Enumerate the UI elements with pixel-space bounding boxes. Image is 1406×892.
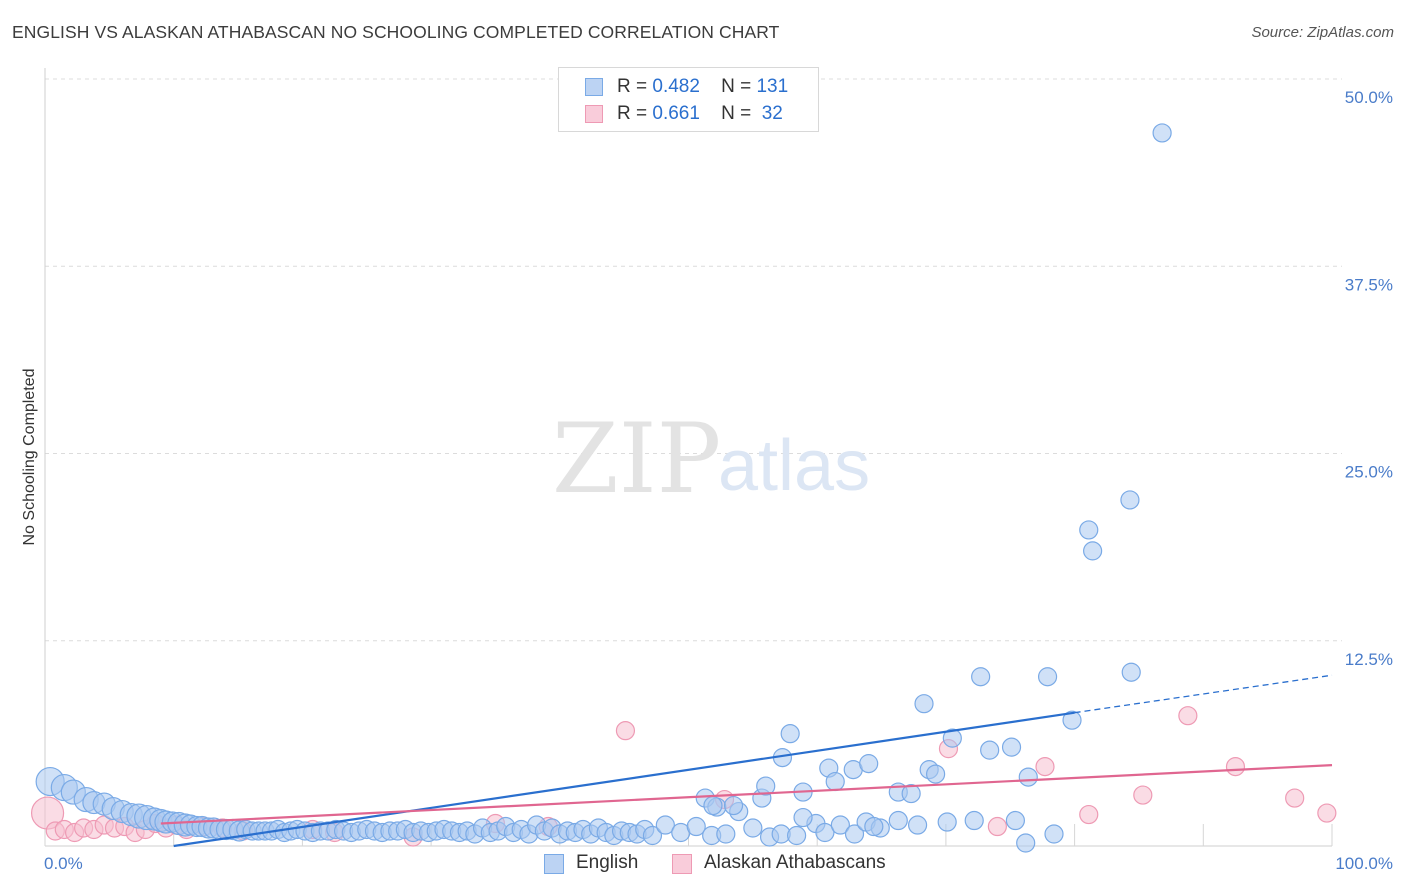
data-point: [686, 816, 706, 837]
chart-title: ENGLISH VS ALASKAN ATHABASCAN NO SCHOOLI…: [12, 22, 780, 42]
data-point: [1083, 541, 1103, 561]
data-point: [825, 771, 845, 792]
data-point: [1037, 667, 1058, 687]
data-point: [980, 740, 1000, 760]
data-point: [888, 810, 908, 831]
x-tick-labels: 0.0% 100.0%: [44, 854, 1393, 873]
data-point: [793, 807, 813, 828]
data-point: [1001, 737, 1022, 757]
data-point: [1133, 785, 1153, 805]
data-point: [723, 795, 744, 816]
data-point: [703, 795, 723, 816]
legend-swatch-athabascan: [585, 105, 603, 123]
data-point: [1225, 757, 1246, 777]
data-point: [1152, 123, 1172, 143]
data-point: [1317, 803, 1337, 823]
legend-r-value: 0.482: [652, 76, 700, 97]
data-point: [926, 764, 946, 784]
legend-n-label: N =: [721, 76, 752, 97]
y-axis-label: No Schooling Completed: [21, 369, 38, 546]
x-tick-label: 100.0%: [1335, 854, 1393, 873]
data-point: [1035, 757, 1055, 777]
y-tick-label: 37.5%: [1345, 275, 1393, 294]
data-point: [1044, 824, 1064, 844]
legend-n-value: 32: [761, 103, 783, 124]
data-point: [859, 754, 879, 774]
data-point: [1178, 706, 1198, 726]
data-point: [971, 667, 991, 687]
data-point: [787, 825, 807, 846]
data-point: [942, 728, 962, 748]
legend-swatch-english: [585, 78, 603, 96]
data-point: [642, 825, 663, 846]
legend-stats-athabascan: R = 0.661 N = 32: [617, 103, 783, 125]
y-tick-labels: 50.0% 37.5% 25.0% 12.5%: [1345, 88, 1393, 669]
data-point: [815, 822, 835, 843]
data-point: [901, 783, 921, 804]
data-point: [1285, 788, 1305, 808]
data-point: [756, 776, 776, 796]
data-point: [1005, 810, 1025, 831]
data-point: [914, 694, 934, 714]
data-point: [1018, 767, 1038, 787]
legend-r-label: R =: [617, 103, 648, 124]
data-point: [937, 812, 957, 832]
legend-r-value: 0.661: [652, 103, 700, 124]
legend-n-label: N =: [721, 103, 752, 124]
legend-swatch-english: [544, 854, 564, 874]
y-tick-label: 50.0%: [1345, 88, 1393, 107]
y-tick-label: 12.5%: [1345, 650, 1393, 669]
data-point: [830, 815, 850, 835]
legend-stats-english: R = 0.482 N = 131: [617, 76, 788, 98]
data-point: [864, 816, 884, 837]
x-tick-label: 0.0%: [44, 854, 83, 873]
legend-label-athabascan: Alaskan Athabascans: [704, 852, 886, 873]
legend-r-label: R =: [617, 76, 648, 97]
data-point: [964, 810, 984, 831]
data-point: [655, 815, 675, 835]
data-point: [743, 818, 763, 838]
trend-line: [173, 711, 1075, 848]
legend-label-english: English: [576, 852, 639, 873]
trend-line: [160, 764, 1333, 825]
data-point: [615, 721, 636, 741]
data-point: [1121, 662, 1141, 682]
watermark-atlas: atlas: [718, 426, 870, 506]
data-point: [844, 824, 865, 844]
data-point: [987, 816, 1007, 837]
source-credit: Source: ZipAtlas.com: [1251, 24, 1394, 41]
trend-lines: [160, 674, 1333, 848]
gridlines: [45, 78, 1342, 642]
legend-n-value: 131: [756, 76, 789, 97]
data-point: [1120, 490, 1140, 510]
data-point: [907, 815, 928, 835]
data-point: [1062, 710, 1082, 730]
trend-line-extension: [1074, 674, 1333, 714]
watermark-zip: ZIP: [552, 403, 721, 515]
data-point: [1016, 833, 1036, 853]
y-tick-label: 25.0%: [1345, 463, 1393, 482]
data-point: [1079, 520, 1099, 540]
stats-legend: R = 0.482 N = 131 R = 0.661 N = 32: [558, 67, 819, 132]
data-point: [780, 724, 800, 744]
data-point: [716, 824, 736, 844]
legend-swatch-athabascan: [672, 854, 692, 874]
data-point: [1079, 804, 1099, 825]
